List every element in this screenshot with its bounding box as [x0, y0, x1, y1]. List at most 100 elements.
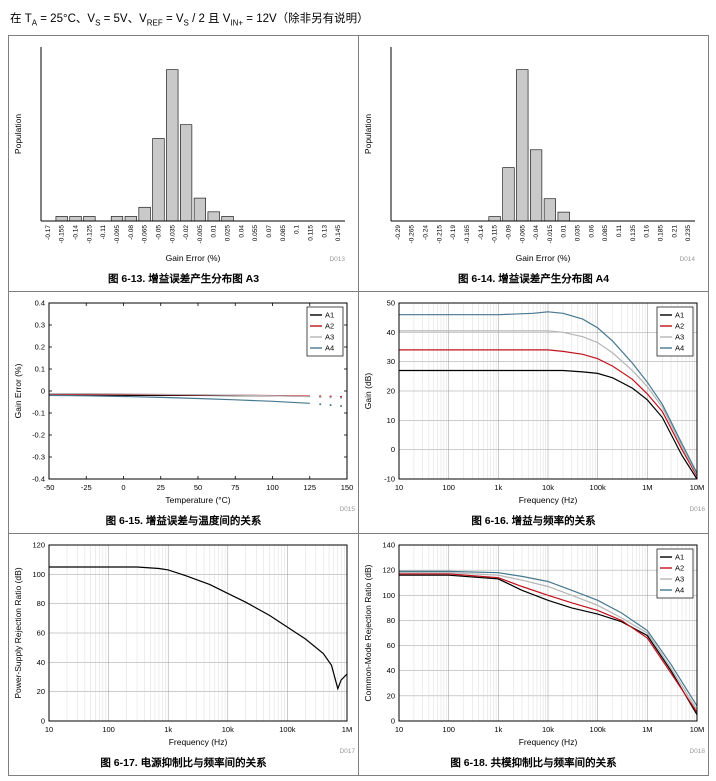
svg-text:Gain Error (%): Gain Error (%) [165, 253, 220, 263]
svg-text:100: 100 [442, 483, 455, 492]
svg-text:A1: A1 [325, 311, 334, 320]
svg-text:-0.02: -0.02 [183, 225, 190, 240]
svg-text:-0.065: -0.065 [519, 225, 526, 244]
chart-canvas: -0.17 -0.155 -0.14 -0.125 -0.11 -0.095 -0.08 -0… [13, 47, 345, 263]
svg-text:D013: D013 [329, 256, 345, 263]
svg-text:40: 40 [36, 658, 44, 667]
svg-text:D016: D016 [689, 506, 705, 513]
svg-text:D018: D018 [689, 748, 705, 755]
svg-text:Frequency (Hz): Frequency (Hz) [518, 495, 577, 505]
svg-text:0.11: 0.11 [616, 225, 623, 238]
svg-text:40: 40 [386, 667, 394, 676]
chart-canvas: -50 -25 0 25 50 75 100 125 150 -0.4 -0.3 -0.2 -0.1 0 0… [13, 299, 355, 514]
svg-text:30: 30 [386, 357, 394, 366]
figure-6-15-plot: -50 -25 0 25 50 75 100 125 150 -0.4 -0.3 -0.2 -0.1 0 0… [10, 295, 357, 514]
svg-text:0.01: 0.01 [210, 225, 217, 238]
svg-text:-0.14: -0.14 [72, 225, 79, 240]
svg-text:10: 10 [44, 725, 52, 734]
svg-text:1M: 1M [642, 725, 652, 734]
svg-text:-0.155: -0.155 [58, 225, 65, 244]
svg-text:125: 125 [303, 483, 316, 492]
svg-text:0: 0 [121, 483, 125, 492]
svg-text:-0.14: -0.14 [477, 225, 484, 240]
svg-text:A2: A2 [325, 322, 334, 331]
svg-text:0.135: 0.135 [629, 225, 636, 242]
svg-text:Population: Population [13, 114, 23, 154]
figure-6-18-caption: 图 6-18. 共模抑制比与频率间的关系 [450, 757, 617, 770]
svg-text:75: 75 [231, 483, 239, 492]
svg-text:-50: -50 [43, 483, 54, 492]
svg-text:100k: 100k [279, 725, 296, 734]
svg-text:-0.24: -0.24 [422, 225, 429, 240]
figure-6-17: 10 100 1k 10k 100k 1M 0 20 40 60 80 100 120 Frequency… [9, 534, 359, 777]
svg-text:-0.115: -0.115 [491, 225, 498, 243]
svg-text:-0.4: -0.4 [32, 475, 45, 484]
svg-text:0.2: 0.2 [34, 343, 44, 352]
test-conditions: 在 TA = 25°C、VS = 5V、VREF = VS / 2 且 VIN+… [10, 13, 369, 28]
svg-text:A4: A4 [675, 586, 684, 595]
svg-text:1M: 1M [341, 725, 351, 734]
svg-text:-0.19: -0.19 [450, 225, 457, 240]
svg-text:-0.08: -0.08 [127, 225, 134, 240]
svg-text:0: 0 [390, 717, 394, 726]
svg-text:0.185: 0.185 [657, 225, 664, 242]
svg-text:-0.04: -0.04 [533, 225, 540, 240]
svg-text:A3: A3 [325, 333, 334, 342]
figure-6-18-plot: 10 100 1k 10k 100k 1M 10M 0 20 40 60 80 100 120 140 Fre… [360, 537, 707, 756]
svg-text:0.055: 0.055 [252, 225, 259, 242]
svg-text:0.16: 0.16 [643, 225, 650, 238]
svg-text:-0.165: -0.165 [464, 225, 471, 244]
svg-text:-0.005: -0.005 [196, 225, 203, 244]
figure-6-18: 10 100 1k 10k 100k 1M 10M 0 20 40 60 80 100 120 140 Fre… [359, 534, 709, 777]
svg-text:0.085: 0.085 [602, 225, 609, 242]
figure-6-15-caption: 图 6-15. 增益误差与温度间的关系 [105, 515, 262, 528]
svg-text:1M: 1M [642, 483, 652, 492]
svg-text:-0.065: -0.065 [141, 225, 148, 244]
svg-text:-0.215: -0.215 [436, 225, 443, 244]
svg-text:0.085: 0.085 [279, 225, 286, 242]
svg-text:40: 40 [386, 328, 394, 337]
svg-text:0.07: 0.07 [266, 225, 273, 238]
figure-6-13: -0.17 -0.155 -0.14 -0.125 -0.11 -0.095 -0.08 -0… [9, 36, 359, 293]
svg-text:-0.095: -0.095 [114, 225, 121, 244]
svg-text:Power-Supply Rejection Ratio (: Power-Supply Rejection Ratio (dB) [13, 567, 23, 699]
svg-text:Gain (dB): Gain (dB) [363, 373, 373, 410]
svg-text:0.04: 0.04 [238, 225, 245, 238]
svg-text:25: 25 [156, 483, 164, 492]
figures-grid: -0.17 -0.155 -0.14 -0.125 -0.11 -0.095 -0.08 -0… [8, 35, 709, 777]
svg-text:10k: 10k [221, 725, 233, 734]
svg-text:A1: A1 [675, 553, 684, 562]
svg-text:10M: 10M [689, 725, 704, 734]
svg-text:-0.035: -0.035 [169, 225, 176, 244]
figure-6-13-plot: -0.17 -0.155 -0.14 -0.125 -0.11 -0.095 -0.08 -0… [10, 39, 357, 271]
figure-6-13-caption: 图 6-13. 增益误差产生分布图 A3 [107, 273, 260, 286]
svg-text:80: 80 [386, 616, 394, 625]
svg-text:0.235: 0.235 [685, 225, 692, 242]
svg-text:10: 10 [394, 483, 402, 492]
svg-text:120: 120 [32, 541, 45, 550]
svg-text:0.025: 0.025 [224, 225, 231, 242]
svg-text:50: 50 [386, 299, 394, 308]
svg-text:100: 100 [102, 725, 115, 734]
svg-text:-0.3: -0.3 [32, 453, 45, 462]
svg-text:0.1: 0.1 [34, 365, 44, 374]
svg-text:-0.125: -0.125 [86, 225, 93, 244]
chart-canvas: -0.29 -0.265 -0.24 -0.215 -0.19 -0.165 -0.14 -0… [363, 47, 695, 263]
svg-text:0: 0 [390, 445, 394, 454]
svg-text:0.13: 0.13 [321, 225, 328, 238]
svg-text:Frequency (Hz): Frequency (Hz) [168, 737, 227, 747]
chart-canvas: 10 100 1k 10k 100k 1M 0 20 40 60 80 100 120 Frequency… [13, 541, 355, 756]
svg-text:10: 10 [386, 416, 394, 425]
svg-text:D017: D017 [339, 748, 355, 755]
svg-text:D015: D015 [339, 506, 355, 513]
svg-text:Common-Mode Rejection Ratio (d: Common-Mode Rejection Ratio (dB) [363, 565, 373, 702]
svg-text:0: 0 [40, 387, 44, 396]
svg-text:Gain Error (%): Gain Error (%) [13, 364, 23, 419]
svg-text:20: 20 [386, 692, 394, 701]
svg-text:0.035: 0.035 [574, 225, 581, 242]
svg-text:A3: A3 [675, 333, 684, 342]
svg-text:100k: 100k [589, 725, 606, 734]
svg-text:0.01: 0.01 [560, 225, 567, 238]
svg-text:20: 20 [386, 387, 394, 396]
